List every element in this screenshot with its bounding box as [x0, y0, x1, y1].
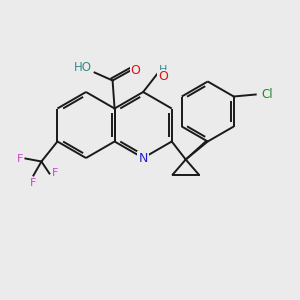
Text: F: F — [17, 154, 23, 164]
Text: O: O — [130, 64, 140, 77]
Text: F: F — [30, 178, 37, 188]
Text: HO: HO — [74, 61, 92, 74]
Text: O: O — [158, 70, 168, 83]
Text: F: F — [51, 169, 58, 178]
Text: Cl: Cl — [262, 88, 273, 101]
Text: H: H — [159, 65, 167, 75]
Text: N: N — [139, 152, 148, 164]
